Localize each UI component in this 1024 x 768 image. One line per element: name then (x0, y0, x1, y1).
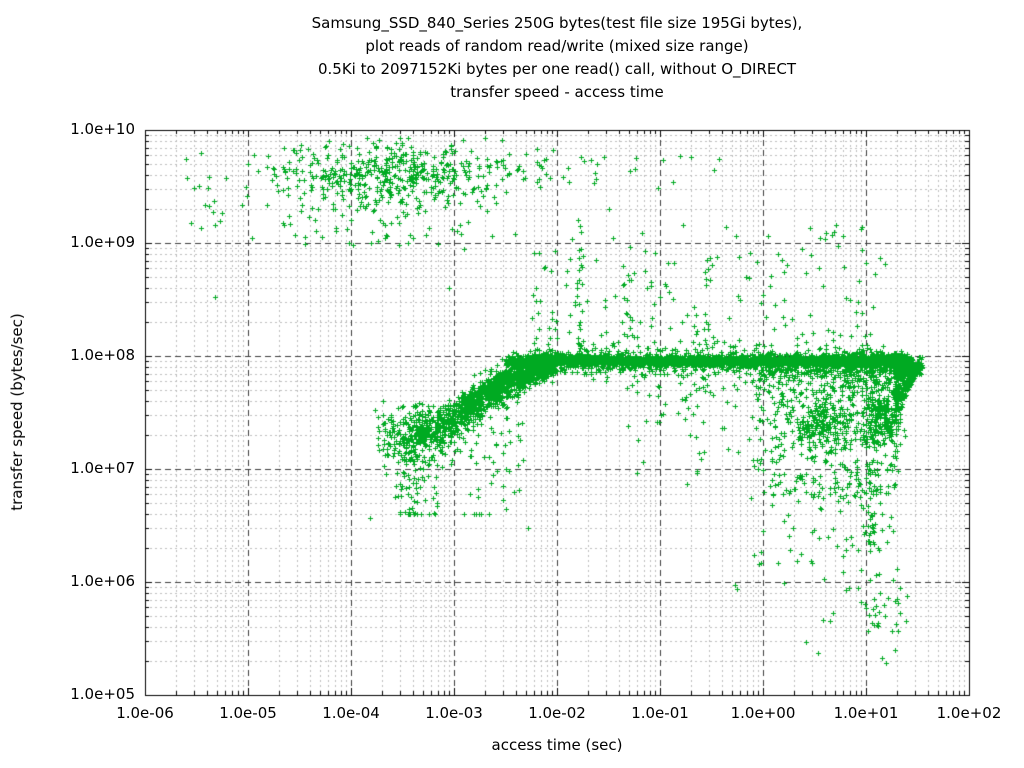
y-axis-label: transfer speed (bytes/sec) (8, 313, 26, 511)
y-tick-label: 1.0e+08 (70, 346, 135, 364)
y-tick-label: 1.0e+07 (70, 459, 135, 477)
chart-title-line-3: 0.5Ki to 2097152Ki bytes per one read() … (317, 60, 797, 78)
x-tick-label: 1.0e-04 (322, 704, 380, 722)
x-tick-label: 1.0e-02 (528, 704, 586, 722)
y-tick-label: 1.0e+06 (70, 572, 135, 590)
x-tick-label: 1.0e-03 (425, 704, 483, 722)
x-tick-label: 1.0e+01 (833, 704, 899, 722)
x-tick-label: 1.0e-06 (116, 704, 174, 722)
x-tick-label: 1.0e-05 (219, 704, 277, 722)
y-tick-label: 1.0e+10 (70, 120, 135, 138)
x-tick-label: 1.0e+00 (730, 704, 796, 722)
chart-title-line-1: Samsung_SSD_840_Series 250G bytes(test f… (311, 14, 803, 32)
x-tick-label: 1.0e-01 (631, 704, 689, 722)
x-axis-label: access time (sec) (491, 736, 623, 754)
y-tick-label: 1.0e+05 (70, 685, 135, 703)
chart-title: Samsung_SSD_840_Series 250G bytes(test f… (100, 12, 1014, 104)
x-tick-label: 1.0e+02 (936, 704, 1002, 722)
chart-title-line-2: plot reads of random read/write (mixed s… (365, 37, 749, 55)
chart-title-line-4: transfer speed - access time (450, 83, 664, 101)
y-tick-label: 1.0e+09 (70, 233, 135, 251)
